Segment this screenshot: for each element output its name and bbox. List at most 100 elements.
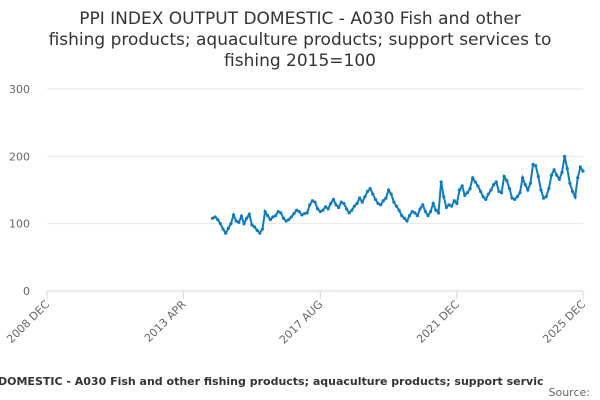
point: [523, 183, 527, 187]
point: [549, 173, 554, 177]
point: [352, 204, 357, 208]
point: [544, 195, 548, 199]
point: [581, 169, 585, 173]
point: [347, 211, 351, 215]
point: [323, 205, 328, 209]
point: [213, 215, 217, 219]
point: [350, 208, 354, 212]
point: [281, 216, 286, 220]
point: [279, 211, 283, 215]
point: [308, 203, 312, 207]
point: [484, 197, 488, 202]
point: [334, 203, 338, 207]
point: [442, 195, 446, 199]
point: [486, 192, 491, 196]
point: [520, 176, 525, 180]
point: [376, 201, 380, 206]
point: [565, 166, 569, 171]
point: [402, 216, 406, 220]
point: [273, 213, 278, 218]
point: [268, 218, 272, 222]
x-tick-label: 2017 AUG: [277, 298, 326, 347]
point: [381, 199, 385, 203]
point: [471, 176, 475, 180]
point: [258, 231, 262, 235]
point: [563, 154, 567, 158]
point: [499, 191, 504, 195]
point: [318, 209, 322, 214]
chart-title: fishing 2015=100: [224, 51, 376, 71]
point: [415, 213, 420, 218]
point: [515, 195, 519, 199]
point: [226, 226, 230, 230]
point: [541, 196, 546, 200]
point: [578, 165, 582, 169]
point: [436, 211, 441, 215]
point: [455, 201, 459, 206]
point: [547, 187, 551, 191]
line: [212, 156, 584, 236]
point: [365, 189, 370, 193]
point: [239, 214, 244, 218]
point: [513, 197, 517, 202]
point: [400, 213, 404, 218]
point: [392, 200, 396, 204]
point: [237, 220, 241, 224]
point: [573, 195, 577, 199]
point: [284, 219, 288, 223]
point: [313, 200, 317, 204]
point: [339, 200, 343, 204]
point: [518, 191, 522, 195]
point: [557, 177, 561, 181]
point: [429, 209, 433, 214]
x-tick-label: 2008 DEC: [4, 298, 52, 346]
point: [292, 211, 296, 216]
point: [463, 193, 467, 197]
point: [434, 208, 438, 212]
point: [570, 189, 575, 193]
y-tick-label: 0: [23, 285, 30, 298]
point: [234, 219, 238, 223]
x-tick-label: 2025 DEC: [540, 298, 588, 346]
point: [423, 209, 427, 214]
point: [216, 218, 220, 222]
point: [271, 215, 275, 219]
point: [371, 192, 375, 196]
point: [337, 205, 341, 210]
point: [444, 205, 448, 210]
point: [302, 211, 307, 216]
point: [489, 188, 493, 192]
y-tick-label: 100: [9, 218, 30, 231]
point: [468, 187, 472, 191]
point: [297, 209, 301, 214]
point: [224, 231, 228, 235]
y-tick-label: 200: [9, 150, 30, 163]
point: [421, 203, 425, 207]
point: [242, 222, 246, 226]
point: [476, 184, 480, 188]
point: [245, 216, 249, 220]
caption: DOMESTIC - A030 Fish and other fishing p…: [0, 375, 544, 388]
point: [531, 162, 535, 167]
source: Source:: [549, 386, 591, 399]
chart-title: PPI INDEX OUTPUT DOMESTIC - A030 Fish an…: [79, 9, 521, 29]
point: [539, 188, 543, 192]
point: [342, 201, 346, 206]
point: [447, 203, 451, 207]
point: [507, 187, 512, 191]
point: [426, 213, 430, 218]
point: [316, 207, 320, 211]
point: [276, 209, 280, 214]
point: [389, 192, 393, 196]
point: [373, 197, 378, 202]
point: [210, 216, 215, 220]
point: [560, 170, 564, 175]
point: [300, 213, 304, 217]
point: [452, 199, 456, 203]
point: [321, 208, 325, 212]
point: [266, 213, 270, 218]
x-tick-label: 2013 APR: [142, 298, 189, 345]
point: [418, 207, 422, 211]
point: [552, 168, 556, 172]
